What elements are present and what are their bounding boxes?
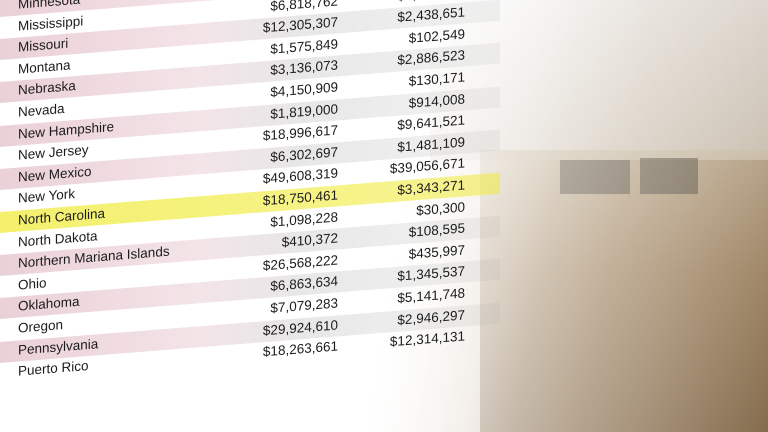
amount: $12,305,307 [262, 14, 338, 36]
amount: $6,302,697 [270, 144, 338, 165]
amount: $18,996,617 [262, 122, 338, 144]
state-name: New Jersey [18, 142, 89, 163]
amount: $1,481,109 [397, 134, 465, 155]
amount: $1,819,000 [270, 100, 338, 122]
state-name: Mississippi [18, 13, 84, 34]
amount: $9,641,521 [397, 112, 465, 133]
amount: $435,997 [408, 242, 465, 262]
amount: $5,141,748 [397, 285, 465, 306]
state-name: Montana [18, 57, 71, 77]
amount: $26,568,222 [262, 252, 338, 274]
amount: $4,150,909 [270, 79, 338, 100]
state-name: New Hampshire [18, 118, 115, 142]
state-name: Pennsylvania [18, 335, 99, 358]
amount: $18,750,461 [262, 187, 338, 209]
amount: $2,886,523 [397, 47, 465, 69]
state-name: Missouri [18, 35, 69, 55]
state-name: New York [18, 186, 76, 206]
amount: $3,343,271 [397, 177, 465, 198]
state-name: Minnesota [18, 0, 81, 12]
state-name: North Carolina [18, 205, 106, 228]
amount: $1,345,537 [397, 263, 465, 285]
state-name: Ohio [18, 275, 47, 293]
state-name: New Mexico [18, 163, 92, 185]
amount: $30,300 [416, 198, 465, 218]
amount: $1,098,228 [270, 208, 338, 230]
state-name: Oklahoma [18, 294, 80, 314]
state-name: North Dakota [18, 227, 98, 250]
state-name: Puerto Rico [18, 358, 89, 379]
amount: $2,438,651 [397, 4, 465, 25]
amount: $130,171 [408, 69, 465, 89]
amount: $39,056,671 [389, 155, 465, 177]
amount: $12,314,131 [389, 328, 465, 350]
amount: $18,263,661 [262, 338, 338, 360]
amount: $102,549 [408, 26, 465, 46]
state-name: Nevada [18, 100, 65, 120]
amount: $29,924,610 [262, 316, 338, 338]
amount: $3,136,073 [270, 57, 338, 79]
amount: $914,008 [408, 90, 465, 111]
state-name: Oregon [18, 317, 64, 336]
amount: $7,079,283 [270, 295, 338, 316]
amount: $2,946,297 [397, 306, 465, 328]
amount: $6,818,762 [270, 0, 338, 14]
amount: $108,595 [408, 220, 465, 241]
amount: $410,372 [281, 230, 338, 251]
amount: $49,608,319 [262, 165, 338, 187]
amount: $1,575,849 [270, 36, 338, 57]
amount: $6,863,634 [270, 273, 338, 295]
state-name: Nebraska [18, 78, 76, 98]
spreadsheet: MinnesotaMississippi$6,818,762$3,444,045… [0, 0, 500, 379]
